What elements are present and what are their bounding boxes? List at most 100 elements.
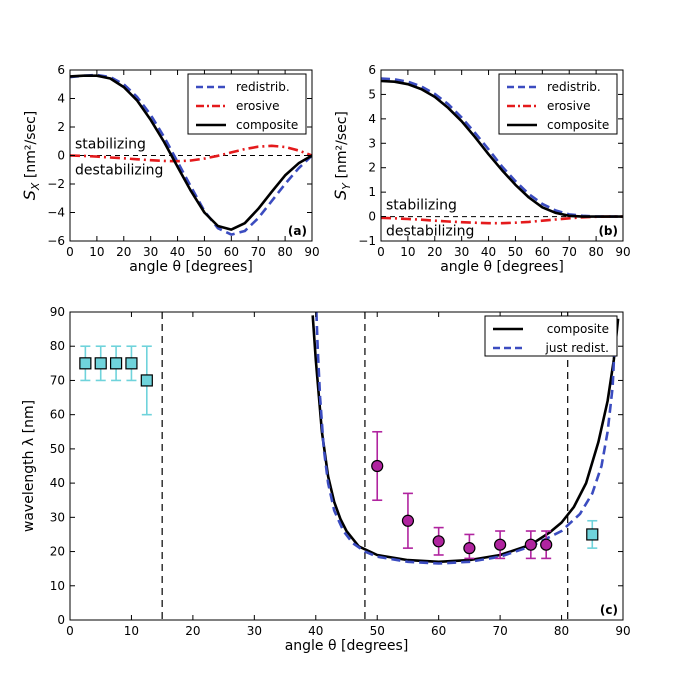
panel-label: (b) — [598, 224, 618, 238]
x-tick-label: 70 — [562, 245, 577, 259]
y-tick-label: 30 — [50, 510, 65, 524]
x-tick-label: 80 — [588, 245, 603, 259]
legend-entry-label: composite — [547, 322, 609, 336]
x-tick-label: 90 — [615, 245, 630, 259]
y-tick-label: 50 — [50, 442, 65, 456]
legend-entry-label: redistrib. — [236, 80, 290, 94]
legend-entry-label: redistrib. — [547, 80, 601, 94]
panel-label: (a) — [288, 224, 307, 238]
data-point-circle — [401, 514, 415, 527]
data-point-square — [109, 357, 123, 370]
x-tick-label: 60 — [224, 245, 239, 259]
y-tick-label: 2 — [57, 120, 65, 134]
y-axis-label: wavelength λ [nm] — [21, 400, 37, 532]
x-tick-label: 60 — [431, 624, 446, 638]
x-axis-label: angle θ [degrees] — [285, 638, 409, 654]
data-point-square — [125, 357, 138, 370]
panel-label: (c) — [600, 603, 618, 617]
data-point-square — [586, 528, 599, 541]
legend: redistrib. erosive composite — [498, 73, 618, 135]
x-tick-label: 70 — [251, 245, 266, 259]
legend-entry-label: erosive — [236, 99, 279, 113]
chart-panel-2: 0 10 20 30 40 50 60 70 80 90 0 10 20 30 40 50 60 70 80 90 an… — [21, 305, 631, 654]
y-tick-label: 3 — [368, 136, 376, 150]
plot-area — [381, 77, 623, 225]
x-tick-label: 20 — [427, 245, 442, 259]
x-tick-label: 90 — [304, 245, 319, 259]
plot-area — [161, 312, 620, 620]
data-point-square — [79, 357, 92, 370]
y-tick-label: −6 — [47, 234, 65, 248]
x-tick-label: 10 — [89, 245, 104, 259]
x-tick-label: 50 — [370, 624, 385, 638]
x-tick-label: 50 — [197, 245, 212, 259]
x-tick-label: 60 — [535, 245, 550, 259]
data-point-circle — [540, 538, 553, 551]
data-point-circle — [463, 542, 476, 555]
y-tick-label: −2 — [47, 177, 65, 191]
legend: redistrib. erosive composite — [187, 73, 307, 135]
y-tick-label: 10 — [50, 579, 65, 593]
series-line-justredist — [315, 312, 617, 565]
x-tick-label: 10 — [400, 245, 415, 259]
y-tick-label: −4 — [47, 206, 65, 220]
y-tick-label: 6 — [57, 63, 65, 77]
x-tick-label: 90 — [615, 624, 630, 638]
series-line-composite — [311, 315, 620, 564]
series-line-erosive — [70, 144, 312, 163]
y-tick-label: 4 — [368, 112, 376, 126]
x-tick-label: 40 — [308, 624, 323, 638]
annotation-destabilizing: destabilizing — [75, 163, 163, 179]
data-point-circle — [524, 538, 537, 551]
axes-frame — [380, 69, 624, 242]
y-tick-label: 0 — [57, 613, 65, 627]
x-tick-label: 20 — [185, 624, 200, 638]
legend-entry-label: composite — [547, 118, 609, 132]
y-tick-label: 1 — [368, 185, 376, 199]
x-tick-label: 20 — [116, 245, 131, 259]
x-tick-label: 80 — [554, 624, 569, 638]
y-tick-label: 0 — [368, 210, 376, 224]
y-tick-label: 4 — [57, 92, 65, 106]
y-axis-label: SY [nm²/sec] — [331, 111, 353, 200]
annotation-stabilizing: stabilizing — [75, 137, 146, 153]
x-tick-label: 0 — [377, 245, 385, 259]
y-tick-label: 40 — [50, 476, 65, 490]
x-tick-label: 80 — [277, 245, 292, 259]
x-axis-label: angle θ [degrees] — [440, 259, 564, 275]
series-line-composite — [70, 74, 312, 231]
y-axis-label: SX [nm²/sec] — [20, 111, 42, 201]
x-axis-label: angle θ [degrees] — [129, 259, 253, 275]
x-tick-label: 70 — [492, 624, 507, 638]
x-tick-label: 40 — [481, 245, 496, 259]
data-point-square — [94, 357, 107, 370]
legend: composite just redist. — [484, 315, 618, 357]
y-tick-label: 5 — [368, 87, 376, 101]
series-line-redistrib — [70, 73, 312, 236]
series-line-composite — [381, 79, 623, 218]
legend-entry-label: erosive — [547, 99, 590, 113]
annotation-destabilizing: destabilizing — [386, 224, 474, 240]
plot-area — [70, 73, 312, 236]
x-tick-label: 0 — [66, 245, 74, 259]
y-tick-label: 0 — [57, 149, 65, 163]
data-point-circle — [432, 535, 445, 548]
y-tick-label: 80 — [50, 339, 65, 353]
data-point-circle — [371, 459, 384, 473]
y-tick-label: 6 — [368, 63, 376, 77]
axes-frame — [69, 311, 624, 621]
x-tick-label: 30 — [143, 245, 158, 259]
x-tick-label: 10 — [124, 624, 139, 638]
chart-panel-0: 0 10 20 30 40 50 60 70 80 90 −6 −4 −2 0 2 4 6 angle θ [de… — [20, 63, 320, 275]
x-tick-label: 50 — [508, 245, 523, 259]
legend-entry-label: composite — [236, 118, 298, 132]
data-point-square — [140, 374, 153, 387]
legend-entry-label: just redist. — [545, 341, 610, 355]
annotation-stabilizing: stabilizing — [386, 198, 457, 214]
y-tick-label: 60 — [50, 408, 65, 422]
y-tick-label: 90 — [50, 305, 65, 319]
y-tick-label: 70 — [50, 373, 65, 387]
y-tick-label: −1 — [358, 234, 376, 248]
